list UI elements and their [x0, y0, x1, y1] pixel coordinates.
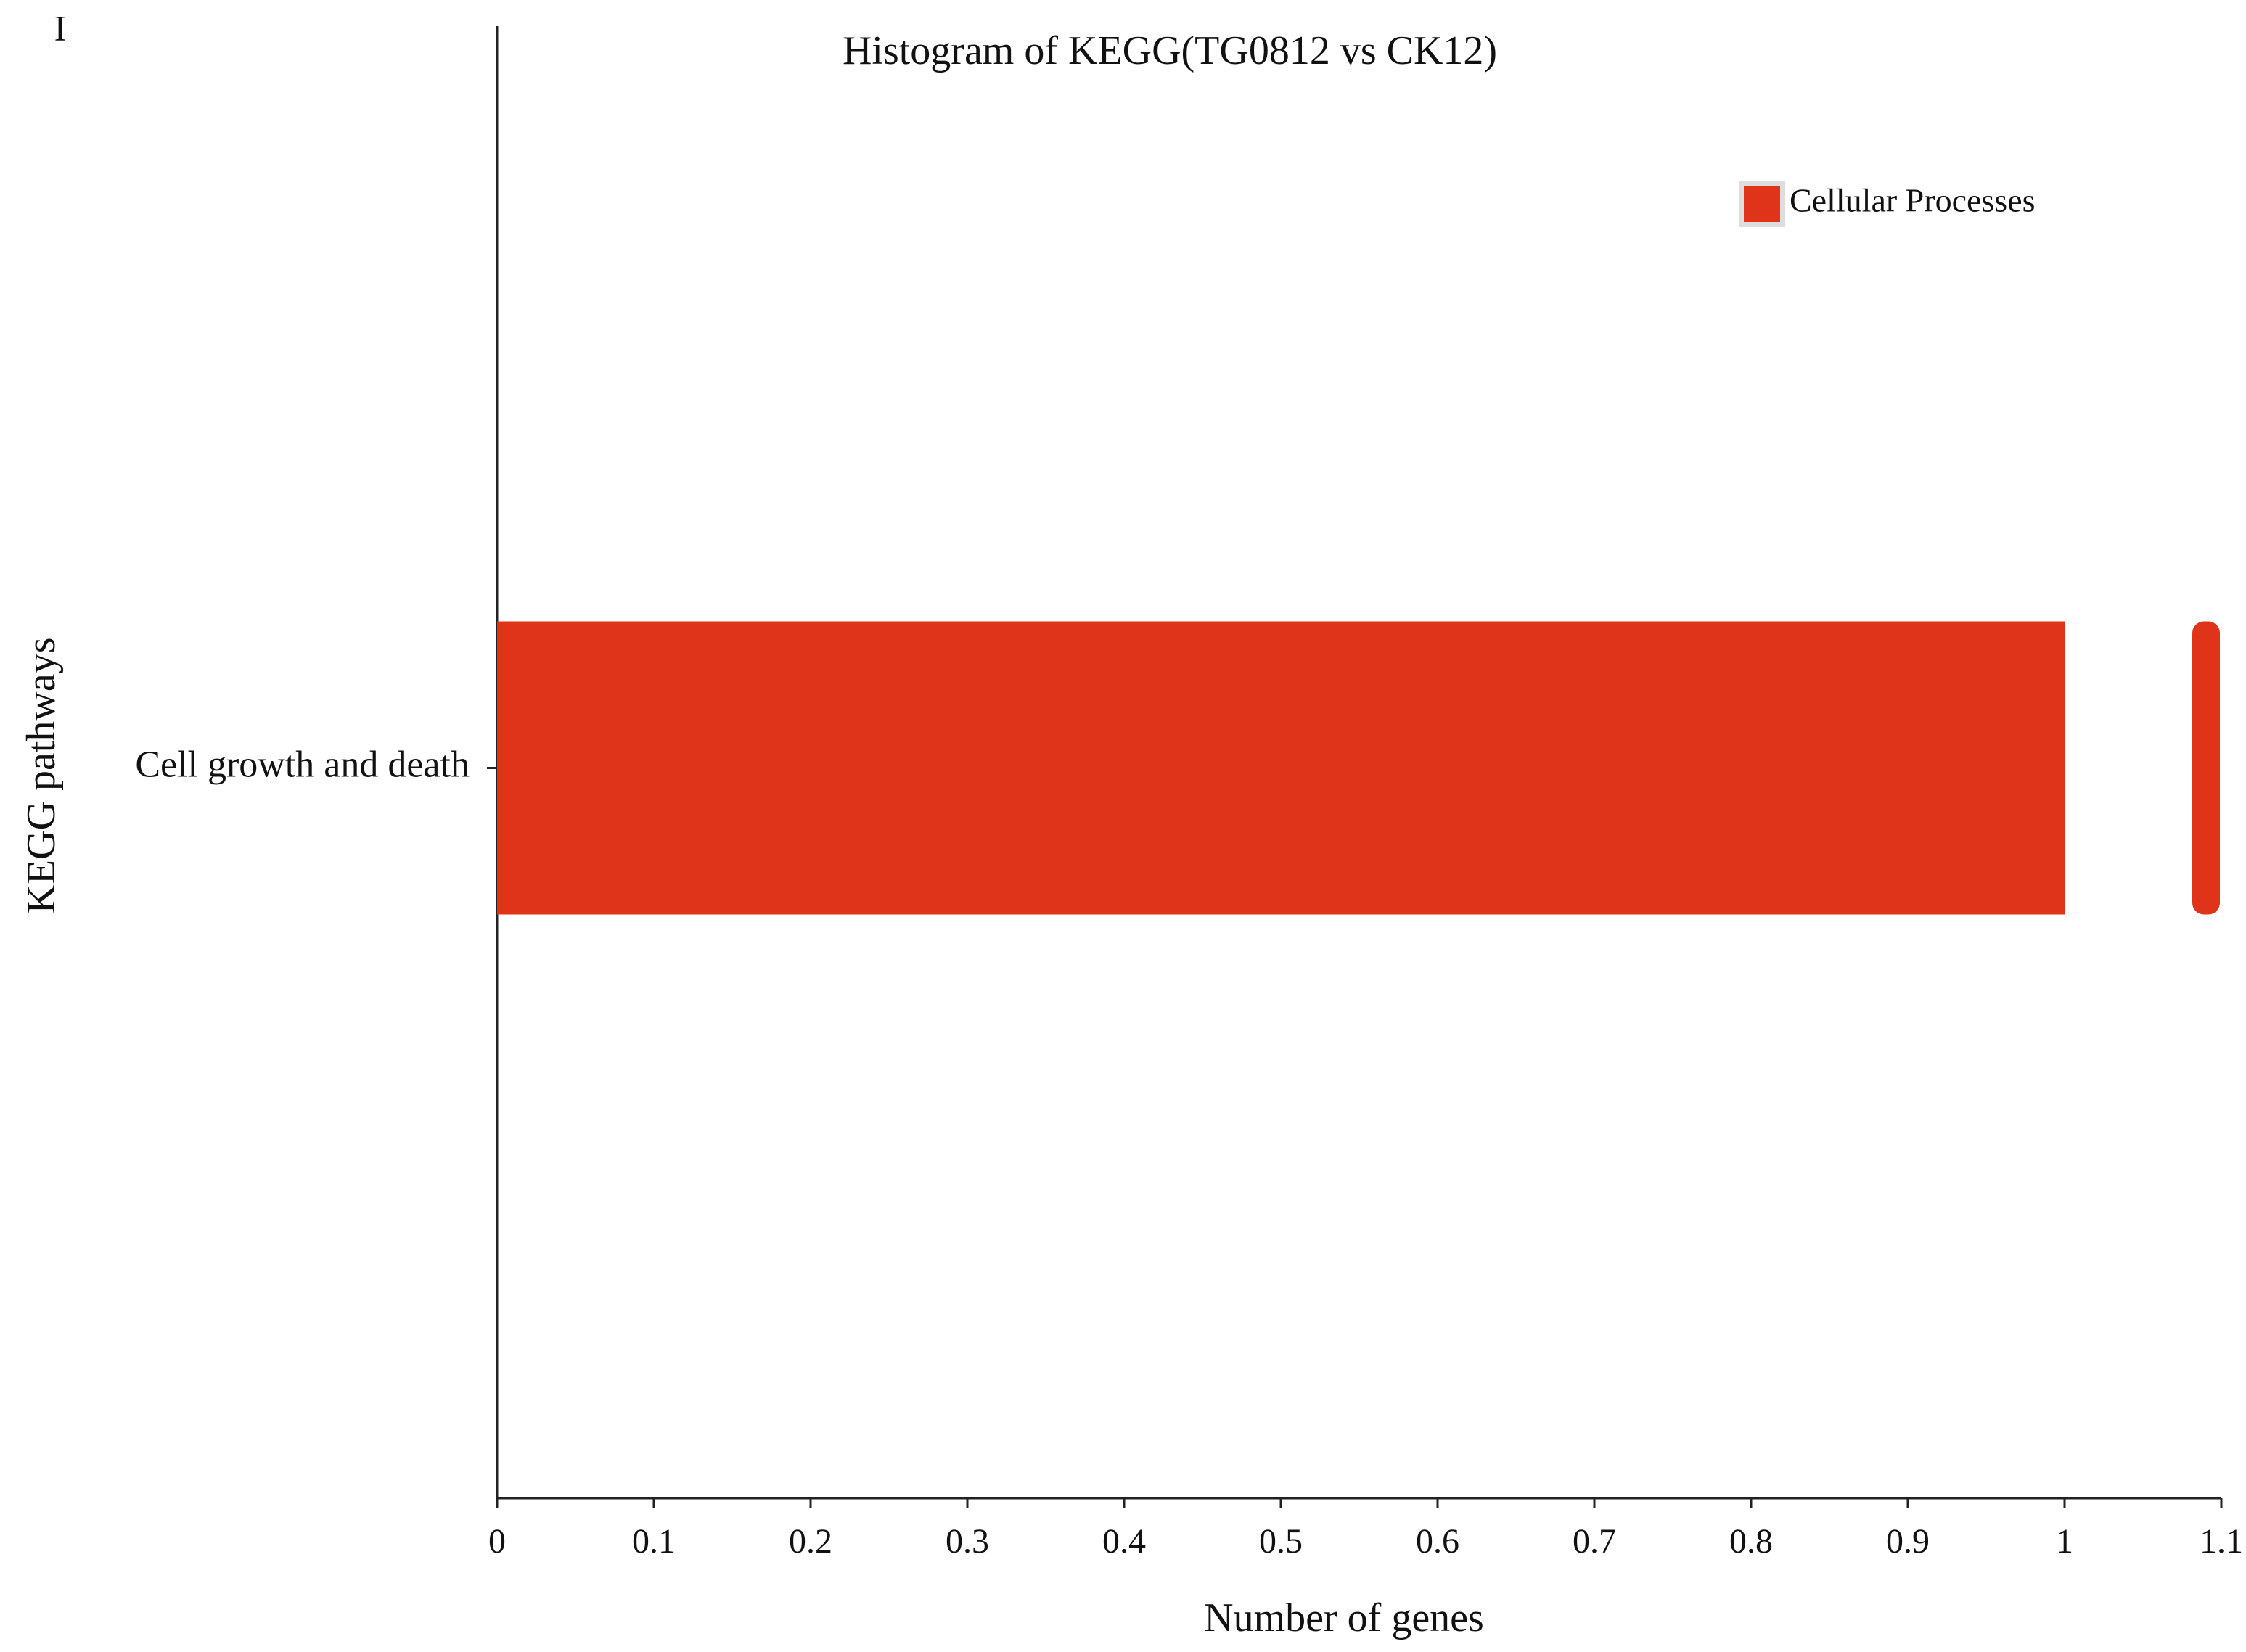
x-tick-label: 0.6 [1416, 1522, 1459, 1561]
legend-swatch [1744, 186, 1780, 222]
x-tick-label: 0.5 [1259, 1522, 1303, 1561]
x-tick-label: 0.9 [1886, 1522, 1930, 1561]
x-tick-label: 0.7 [1573, 1522, 1616, 1561]
x-tick-label: 0.3 [946, 1522, 989, 1561]
chart-title: Histogram of KEGG(TG0812 vs CK12) [843, 28, 1497, 73]
x-tick-label: 0.1 [632, 1522, 676, 1561]
panel-label: I [54, 7, 67, 48]
class-strip [2192, 621, 2220, 915]
bar [497, 621, 2065, 915]
x-tick-label: 1.1 [2200, 1522, 2243, 1561]
y-axis-label: KEGG pathways [19, 637, 64, 913]
x-tick-label: 0.2 [789, 1522, 832, 1561]
x-axis-label: Number of genes [1204, 1595, 1484, 1640]
y-tick-label: Cell growth and death [135, 744, 470, 785]
x-tick-label: 1 [2056, 1522, 2073, 1561]
x-tick-label: 0.4 [1102, 1522, 1146, 1561]
x-tick-label: 0 [488, 1522, 506, 1561]
legend-label: Cellular Processes [1790, 182, 2036, 219]
x-tick-label: 0.8 [1729, 1522, 1773, 1561]
